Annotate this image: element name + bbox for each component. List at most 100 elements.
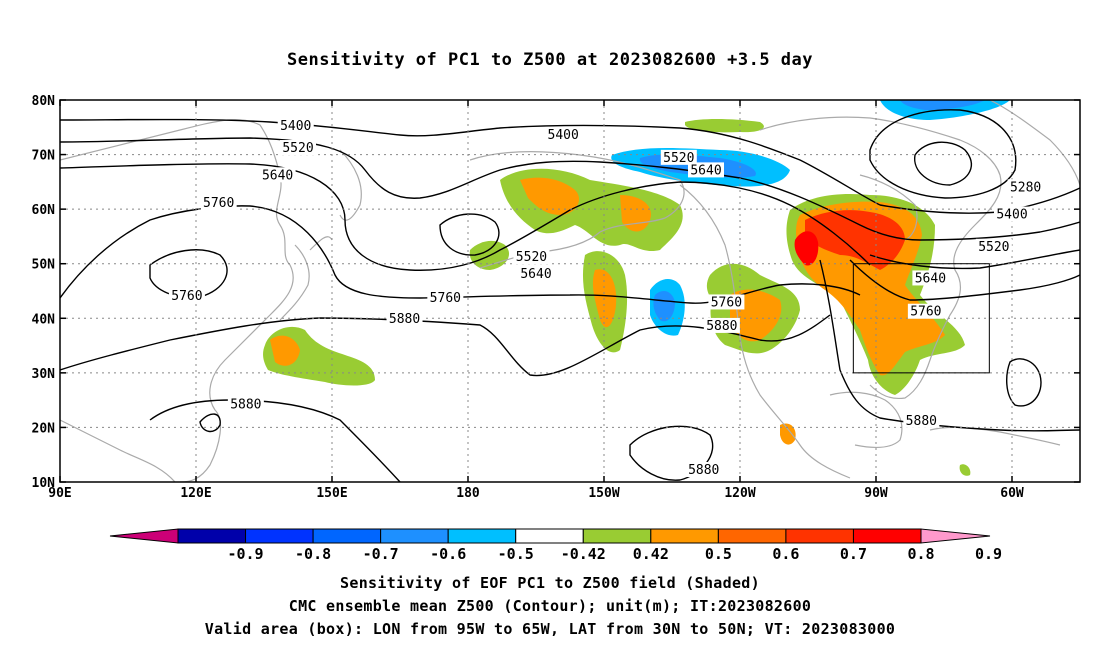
contour-label: 5880 (706, 319, 737, 334)
contour-label: 5520 (516, 250, 547, 265)
shade-gulf-orange (592, 269, 617, 328)
lon-label: 60W (1000, 486, 1024, 501)
contour-label: 5520 (282, 141, 313, 156)
colorbar-label: -0.8 (295, 545, 331, 563)
coast-japan (279, 236, 333, 321)
contour-5400-west (60, 118, 881, 206)
colorbar-label: 0.6 (772, 545, 799, 563)
colorbar-label: 0.7 (840, 545, 867, 563)
contour-label-bg (518, 266, 554, 282)
contour-5760-loop (149, 249, 228, 299)
contour-label-bg (685, 461, 722, 477)
shade-arctic-green (685, 119, 764, 133)
coast-caribbean (929, 426, 1061, 446)
lon-label: 150W (588, 486, 619, 501)
contour-label: 5520 (663, 151, 694, 166)
contour-label-bg (703, 317, 740, 333)
contour-label-bg (427, 290, 464, 306)
contour-label: 5760 (910, 305, 941, 320)
coast-canada (759, 116, 1002, 400)
lat-label: 60N (32, 203, 56, 218)
colorbar-swatch (785, 528, 854, 544)
lon-label: 120W (724, 486, 755, 501)
contour-5880-atl (1006, 358, 1042, 407)
contour-label-bg (708, 294, 745, 310)
contour-label-bg (994, 206, 1030, 222)
shade-alaska-orange (520, 177, 651, 232)
colorbar-label: 0.9 (975, 545, 1002, 563)
contour-label-bg (975, 238, 1012, 254)
contour-labels: 5400552056405760576058805400552056405760… (168, 118, 1044, 478)
contour-label: 5400 (996, 208, 1027, 223)
coast-na-west (679, 184, 851, 479)
contour-5280-outer (869, 109, 1017, 199)
shade-gulfalaska-blue2 (653, 290, 675, 322)
contour-5520-east (919, 221, 1080, 241)
lat-label: 50N (32, 258, 56, 273)
coast-gulf (829, 391, 903, 448)
contour-5880-south (149, 399, 401, 482)
contour-label: 5640 (520, 267, 551, 282)
contour-label-bg (912, 270, 949, 286)
contour-label-bg (386, 310, 423, 326)
lat-label: 20N (32, 421, 56, 436)
coast-hudson (859, 174, 918, 241)
shade-positive (263, 119, 971, 476)
colorbar-swatch (852, 528, 922, 544)
colorbar-swatch (380, 528, 449, 544)
contour-5880-loop (199, 413, 221, 433)
lon-label: 150E (316, 486, 347, 501)
shade-caribbean (959, 464, 971, 476)
colorbar-label: -0.7 (363, 545, 399, 563)
contour-label-bg (907, 303, 944, 319)
shade-mexico (780, 423, 796, 445)
colorbar-label: -0.42 (561, 545, 606, 563)
contour-label: 5880 (688, 463, 719, 478)
sensitivity-shading (263, 100, 1010, 476)
contour-alaska-low (439, 213, 500, 256)
shade-east-core (794, 231, 819, 266)
chart-title: Sensitivity of PC1 to Z500 at 2023082600… (286, 50, 813, 70)
contour-5880-east (819, 259, 1080, 432)
contour-label-bg (513, 249, 550, 265)
contour-label: 5640 (690, 163, 721, 178)
colorbar-swatch (312, 528, 382, 544)
contour-label-bg (200, 195, 237, 211)
colorbar-swatch (245, 528, 314, 544)
lat-label: 70N (32, 149, 56, 164)
colorbar-swatch (447, 528, 517, 544)
contour-label: 5640 (915, 271, 946, 286)
contour-label: 5520 (978, 240, 1009, 255)
contour-5280-loop (914, 141, 972, 186)
contour-label: 5400 (548, 128, 579, 143)
caption-line-3: Valid area (box): LON from 95W to 65W, L… (204, 620, 896, 638)
colorbar-swatch (582, 528, 652, 544)
contour-label-bg (168, 287, 205, 303)
colorbar-swatch (650, 528, 719, 544)
lat-label: 80N (32, 94, 56, 109)
lon-label: 120E (180, 486, 211, 501)
contour-label: 5760 (711, 295, 742, 310)
contour-label-bg (688, 162, 724, 178)
shade-greenland-blue2 (900, 100, 985, 110)
contour-label-bg (545, 126, 582, 142)
colorbar-label: -0.6 (430, 545, 466, 563)
caption-line-1: Sensitivity of EOF PC1 to Z500 field (Sh… (340, 574, 760, 592)
contour-label: 5400 (280, 119, 311, 134)
contour-label: 5760 (430, 291, 461, 306)
contour-5760-east (849, 259, 1080, 301)
lon-label: 90W (864, 486, 888, 501)
colorbar-swatch (515, 528, 584, 544)
colorbar-swatch (177, 528, 247, 544)
caption-line-2: CMC ensemble mean Z500 (Contour); unit(m… (288, 597, 812, 615)
colorbar-label: -0.9 (227, 545, 263, 563)
contour-label-bg (277, 118, 314, 134)
lon-label: 180 (456, 486, 480, 501)
lon-label: 90E (48, 486, 71, 501)
lat-label: 40N (32, 312, 56, 327)
coastlines (60, 100, 1080, 482)
contour-label-bg (280, 140, 316, 156)
contour-label: 5880 (230, 398, 261, 413)
